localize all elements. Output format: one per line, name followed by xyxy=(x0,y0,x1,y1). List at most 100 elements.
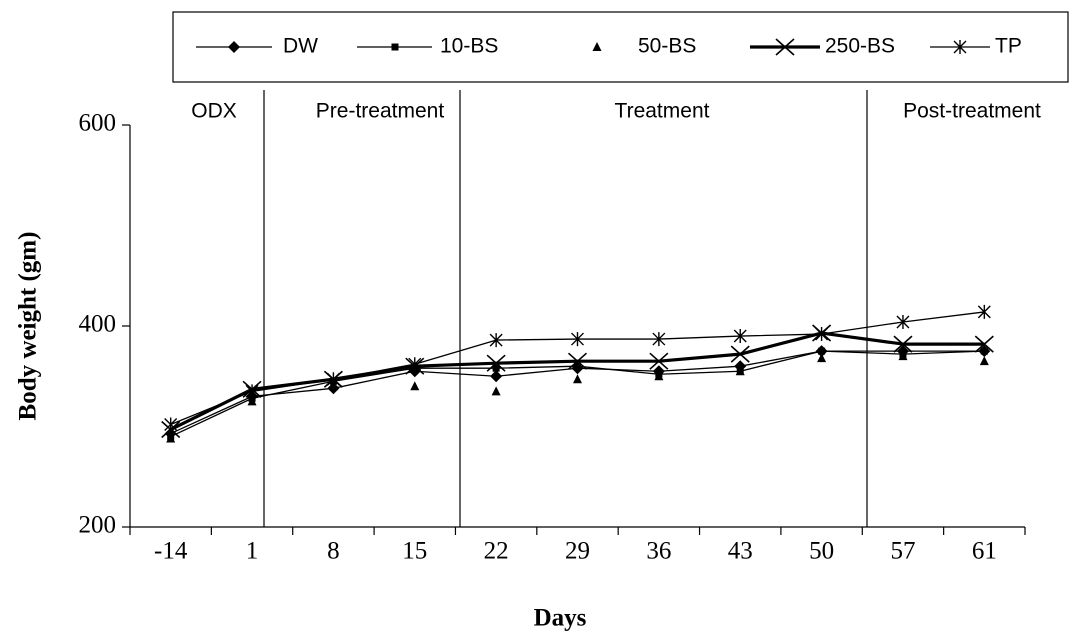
x-tick-label: 29 xyxy=(565,538,590,565)
marker-asterisk xyxy=(652,332,666,347)
marker-part xyxy=(652,332,666,347)
marker-part xyxy=(733,329,747,344)
x-tick-label: 1 xyxy=(246,538,259,565)
legend-label: TP xyxy=(995,35,1022,58)
marker-part xyxy=(896,314,910,329)
x-tick-label: -14 xyxy=(154,538,188,565)
marker-part xyxy=(815,327,829,342)
marker-asterisk xyxy=(489,333,503,348)
marker-part xyxy=(391,43,399,51)
marker-asterisk xyxy=(326,372,340,387)
y-tick-label: 200 xyxy=(79,512,117,539)
marker-part xyxy=(567,352,588,370)
marker-part xyxy=(980,347,988,355)
marker-x xyxy=(974,335,994,353)
x-tick-label: 22 xyxy=(484,538,509,565)
marker-part xyxy=(953,40,967,54)
phase-label: Treatment xyxy=(615,100,710,123)
marker-part xyxy=(817,353,827,363)
marker-part xyxy=(247,396,257,406)
marker-part xyxy=(492,364,500,372)
marker-part xyxy=(491,386,501,396)
marker-square xyxy=(391,43,399,51)
marker-part xyxy=(977,304,991,319)
marker-triangle xyxy=(491,386,501,396)
y-tick-label: 600 xyxy=(79,110,117,137)
x-tick-label: 57 xyxy=(890,538,915,565)
marker-part xyxy=(893,335,913,353)
marker-diamond xyxy=(490,370,503,383)
marker-part xyxy=(979,356,989,366)
marker-triangle xyxy=(654,371,664,381)
marker-part xyxy=(649,352,669,370)
marker-asterisk xyxy=(164,417,178,432)
legend-box xyxy=(172,11,1069,83)
x-tick-label: 15 xyxy=(402,538,427,565)
legend-label: DW xyxy=(283,35,318,58)
marker-part xyxy=(571,332,584,347)
marker-part xyxy=(730,345,750,363)
marker-asterisk xyxy=(408,357,422,372)
marker-x xyxy=(730,345,750,363)
x-tick-label: 61 xyxy=(972,538,997,565)
marker-part xyxy=(592,42,602,51)
marker-square xyxy=(980,347,988,355)
marker-x xyxy=(649,352,669,370)
phase-label: ODX xyxy=(191,100,237,123)
marker-part xyxy=(228,41,240,53)
y-tick-label: 400 xyxy=(79,311,117,338)
marker-part xyxy=(654,371,664,381)
marker-x xyxy=(486,354,506,372)
marker-part xyxy=(735,366,745,376)
legend-label: 10-BS xyxy=(440,35,498,58)
marker-triangle xyxy=(166,433,176,443)
marker-part xyxy=(408,357,422,372)
marker-part xyxy=(326,372,340,387)
marker-part xyxy=(898,351,908,361)
x-tick-label: 36 xyxy=(646,538,671,565)
marker-asterisk xyxy=(245,384,259,399)
marker-part xyxy=(489,333,503,348)
marker-asterisk xyxy=(733,329,747,344)
y-axis-label: Body weight (gm) xyxy=(15,232,42,421)
marker-x xyxy=(567,352,588,370)
marker-part xyxy=(490,370,503,383)
marker-asterisk xyxy=(953,40,967,54)
marker-triangle xyxy=(979,356,989,366)
marker-part xyxy=(574,362,581,370)
marker-triangle xyxy=(898,351,908,361)
phase-label: Post-treatment xyxy=(903,100,1041,123)
marker-part xyxy=(245,384,259,399)
x-tick-label: 8 xyxy=(327,538,340,565)
marker-part xyxy=(166,433,176,443)
marker-triangle xyxy=(573,374,582,384)
legend-label: 50-BS xyxy=(638,35,696,58)
marker-x xyxy=(893,335,913,353)
marker-diamond xyxy=(228,41,240,53)
marker-x xyxy=(775,38,795,56)
marker-triangle xyxy=(410,381,420,391)
marker-square xyxy=(574,362,581,370)
marker-triangle xyxy=(817,353,827,363)
marker-asterisk xyxy=(896,314,910,329)
x-axis-label: Days xyxy=(534,605,587,632)
marker-triangle xyxy=(592,42,602,51)
marker-part xyxy=(164,417,178,432)
marker-part xyxy=(486,354,506,372)
marker-triangle xyxy=(735,366,745,376)
x-tick-label: 50 xyxy=(809,538,834,565)
marker-part xyxy=(775,38,795,56)
marker-asterisk xyxy=(571,332,584,347)
marker-asterisk xyxy=(815,327,829,342)
marker-square xyxy=(492,364,500,372)
marker-part xyxy=(818,347,826,355)
x-tick-label: 43 xyxy=(728,538,753,565)
marker-part xyxy=(573,374,582,384)
marker-asterisk xyxy=(977,304,991,319)
marker-square xyxy=(818,347,826,355)
marker-part xyxy=(410,381,420,391)
legend-label: 250-BS xyxy=(825,35,895,58)
marker-part xyxy=(974,335,994,353)
